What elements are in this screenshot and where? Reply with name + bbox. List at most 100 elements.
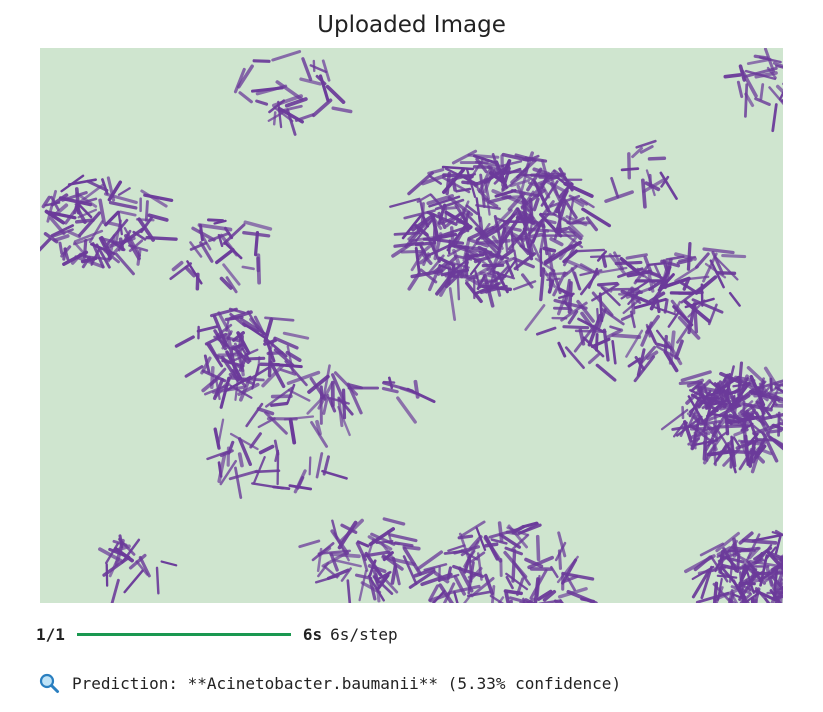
bacterium-rod	[219, 276, 233, 290]
bacterium-rod	[174, 335, 195, 348]
bacterium-rod	[293, 469, 307, 494]
bacterium-rod	[535, 326, 557, 336]
bacterium-rod	[329, 552, 339, 572]
bacterium-rod	[138, 555, 151, 578]
bacterium-rod	[488, 262, 497, 293]
bacterium-rod	[321, 59, 331, 82]
bacterium-rod	[767, 565, 783, 573]
bacterium-rod	[445, 211, 462, 228]
bacterium-rod	[191, 226, 216, 242]
bacterium-rod	[401, 214, 422, 240]
bacterium-rod	[91, 242, 105, 269]
bacterium-rod	[240, 317, 269, 337]
bacterium-rod	[108, 200, 138, 210]
bacterium-rod	[461, 245, 488, 251]
bacterium-rod	[437, 256, 456, 267]
bacterium-rod	[739, 415, 760, 422]
step-rate: 6s/step	[330, 624, 398, 644]
bacterium-rod	[261, 363, 285, 388]
bacterium-rod	[490, 538, 508, 545]
bacterium-rod	[673, 420, 686, 438]
bacterium-rod	[511, 548, 517, 583]
bacterium-rod	[279, 368, 297, 376]
bacterium-rod	[184, 365, 204, 378]
bacterium-rod	[434, 198, 465, 211]
bacterium-rod	[211, 385, 245, 394]
bacterium-rod	[721, 253, 747, 259]
bacterium-rod	[399, 386, 417, 395]
bacterium-rod	[483, 573, 494, 596]
bacterium-rod	[536, 589, 553, 601]
bacterium-rod	[722, 447, 741, 467]
bacterium-rod	[684, 297, 715, 309]
bacterium-rod	[647, 156, 667, 161]
bacterium-rod	[249, 432, 262, 449]
bacterium-rod	[114, 252, 135, 276]
bacterium-rod	[729, 592, 735, 603]
bacterium-rod	[253, 231, 260, 257]
bacterium-rod	[601, 308, 625, 326]
bacterium-rod	[346, 382, 363, 415]
bacterium-rod	[428, 584, 440, 602]
bacterium-rod	[749, 375, 766, 407]
bacterium-rod	[447, 544, 466, 552]
bacterium-rod	[682, 277, 691, 291]
bacterium-rod	[712, 582, 734, 603]
bacterium-rod	[501, 160, 523, 167]
bacterium-rod	[692, 425, 711, 436]
bacterium-rod	[749, 404, 766, 426]
bacterium-rod	[743, 558, 764, 570]
bacterium-rod	[600, 286, 621, 307]
uploaded-image	[40, 48, 783, 603]
bacterium-rod	[562, 216, 584, 238]
bacterium-rod	[270, 401, 289, 407]
bacterium-rod	[381, 386, 399, 394]
bacterium-rod	[233, 67, 246, 94]
bacterium-rod	[553, 298, 588, 310]
bacterium-rod	[764, 597, 770, 603]
bacterium-rod	[687, 437, 701, 446]
bacterium-rod	[356, 540, 370, 548]
bacterium-rod	[732, 579, 748, 603]
bacterium-rod	[562, 249, 579, 264]
bacterium-rod	[549, 194, 581, 208]
bacterium-rod	[49, 216, 66, 236]
bacterium-rod	[99, 237, 121, 245]
bacterium-rod	[484, 228, 499, 238]
bacterium-rod	[654, 264, 664, 282]
bacterium-rod	[204, 332, 228, 346]
bacterium-rod	[479, 173, 486, 209]
bacterium-rod	[691, 569, 711, 599]
bacterium-rod	[680, 370, 712, 382]
bacterium-rod	[567, 281, 573, 314]
bacterium-rod	[771, 561, 783, 572]
bacterium-rod	[474, 160, 505, 168]
bacterium-rod	[376, 571, 391, 581]
bacterium-rod	[455, 187, 472, 193]
bacterium-rod	[646, 269, 655, 293]
bacterium-rod	[128, 553, 147, 570]
bacterium-rod	[184, 265, 196, 278]
bacterium-rod	[544, 271, 568, 276]
bacterium-rod	[744, 92, 755, 108]
bacterium-rod	[228, 469, 259, 481]
bacterium-rod	[440, 206, 458, 211]
bacterium-rod	[536, 574, 541, 598]
bacterium-rod	[52, 203, 69, 218]
bacterium-rod	[123, 227, 142, 257]
bacterium-rod	[241, 265, 255, 271]
bacterium-rod	[746, 366, 766, 385]
bacterium-rod	[465, 212, 489, 238]
bacterium-rod	[549, 237, 564, 247]
bacterium-rod	[674, 339, 684, 360]
bacterium-rod	[705, 397, 728, 406]
bacterium-rod	[631, 146, 644, 159]
elapsed-time: 6s	[302, 624, 323, 644]
bacterium-rod	[679, 281, 698, 294]
bacterium-rod	[505, 572, 529, 591]
bacterium-rod	[610, 176, 620, 199]
bacterium-rod	[428, 195, 461, 208]
bacterium-rod	[268, 99, 286, 114]
bacterium-rod	[687, 302, 697, 335]
bacterium-rod	[287, 388, 311, 402]
